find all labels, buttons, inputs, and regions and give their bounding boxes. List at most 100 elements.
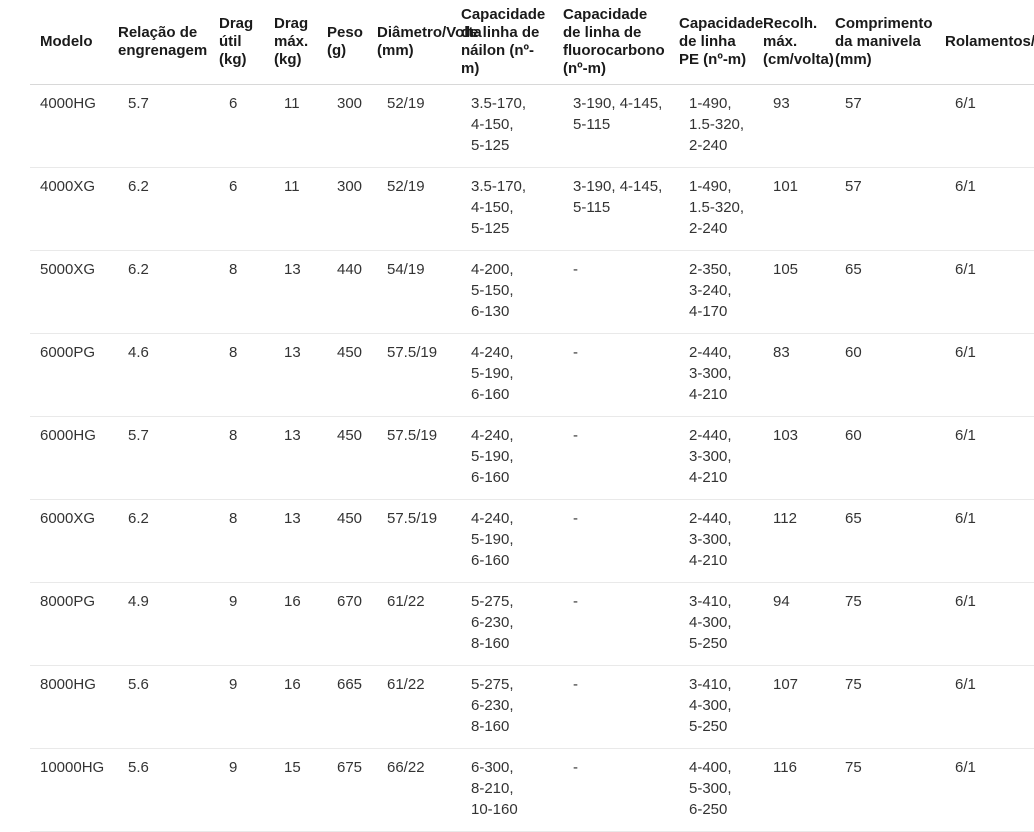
cell-handle-length: 60 bbox=[825, 416, 935, 500]
cell-modelo: 6000HG bbox=[30, 416, 108, 500]
cell-nylon-capacity: 4-240, 5-190, 6-160 bbox=[451, 416, 553, 500]
cell-nylon-capacity: 4-240, 5-190, 6-160 bbox=[451, 333, 553, 417]
cell-diametro-volta: 57.5/19 bbox=[367, 333, 451, 417]
cell-handle-length: 75 bbox=[825, 665, 935, 749]
cell-handle-length: 57 bbox=[825, 167, 935, 251]
cell-pe-capacity: 3-410, 4-300, 5-250 bbox=[669, 665, 753, 749]
cell-bearings: 6/1 bbox=[935, 250, 1034, 334]
reel-specs-table: Modelo Relação de engrenagem Drag útil (… bbox=[30, 0, 1034, 832]
cell-diametro-volta: 52/19 bbox=[367, 84, 451, 168]
cell-max-retrieve: 101 bbox=[753, 167, 825, 251]
cell-diametro-volta: 61/22 bbox=[367, 665, 451, 749]
cell-handle-length: 60 bbox=[825, 333, 935, 417]
cell-bearings: 6/1 bbox=[935, 748, 1034, 832]
col-header-peso: Peso (g) bbox=[317, 0, 367, 85]
col-header-handle-length: Comprimento da manivela (mm) bbox=[825, 0, 935, 85]
cell-drag-max: 11 bbox=[264, 167, 317, 251]
cell-max-retrieve: 112 bbox=[753, 499, 825, 583]
cell-pe-capacity: 2-440, 3-300, 4-210 bbox=[669, 499, 753, 583]
cell-max-retrieve: 93 bbox=[753, 84, 825, 168]
cell-max-retrieve: 103 bbox=[753, 416, 825, 500]
cell-drag-max: 16 bbox=[264, 582, 317, 666]
cell-pe-capacity: 2-440, 3-300, 4-210 bbox=[669, 333, 753, 417]
cell-max-retrieve: 105 bbox=[753, 250, 825, 334]
col-header-diametro-volta: Diâmetro/Volta (mm) bbox=[367, 0, 482, 85]
cell-max-retrieve: 94 bbox=[753, 582, 825, 666]
col-header-nylon-capacity: Capacidade de linha de náilon (nº-m) bbox=[451, 0, 553, 85]
cell-bearings: 6/1 bbox=[935, 333, 1034, 417]
cell-pe-capacity: 4-400, 5-300, 6-250 bbox=[669, 748, 753, 832]
cell-drag-util: 8 bbox=[209, 416, 264, 500]
cell-drag-max: 11 bbox=[264, 84, 317, 168]
cell-modelo: 8000PG bbox=[30, 582, 108, 666]
cell-drag-util: 8 bbox=[209, 333, 264, 417]
cell-bearings: 6/1 bbox=[935, 167, 1034, 251]
cell-peso: 675 bbox=[317, 748, 367, 832]
cell-diametro-volta: 61/22 bbox=[367, 582, 451, 666]
table-row: 4000XG 6.2 6 11 300 52/19 3.5-170, 4-150, 5… bbox=[30, 167, 1034, 251]
cell-modelo: 8000HG bbox=[30, 665, 108, 749]
cell-handle-length: 65 bbox=[825, 499, 935, 583]
cell-drag-max: 13 bbox=[264, 333, 317, 417]
cell-nylon-capacity: 5-275, 6-230, 8-160 bbox=[451, 665, 553, 749]
cell-modelo: 6000PG bbox=[30, 333, 108, 417]
cell-fluorocarbon-capacity: - bbox=[553, 748, 669, 832]
cell-fluorocarbon-capacity: - bbox=[553, 582, 669, 666]
cell-nylon-capacity: 4-200, 5-150, 6-130 bbox=[451, 250, 553, 334]
cell-drag-util: 8 bbox=[209, 499, 264, 583]
table-row: 5000XG 6.2 8 13 440 54/19 4-200, 5-150, 6-1… bbox=[30, 250, 1034, 334]
cell-drag-max: 16 bbox=[264, 665, 317, 749]
cell-modelo: 10000HG bbox=[30, 748, 108, 832]
cell-peso: 440 bbox=[317, 250, 367, 334]
cell-drag-max: 13 bbox=[264, 499, 317, 583]
col-header-bearings: Rolamentos/Rolers bbox=[935, 0, 1034, 85]
cell-max-retrieve: 116 bbox=[753, 748, 825, 832]
cell-max-retrieve: 83 bbox=[753, 333, 825, 417]
table-row: 4000HG 5.7 6 11 300 52/19 3.5-170, 4-150, 5… bbox=[30, 84, 1034, 168]
cell-peso: 665 bbox=[317, 665, 367, 749]
cell-gear-ratio: 6.2 bbox=[108, 167, 209, 251]
cell-bearings: 6/1 bbox=[935, 416, 1034, 500]
header-row: Modelo Relação de engrenagem Drag útil (… bbox=[30, 0, 1034, 85]
cell-peso: 670 bbox=[317, 582, 367, 666]
table-header: Modelo Relação de engrenagem Drag útil (… bbox=[30, 0, 1034, 85]
cell-diametro-volta: 66/22 bbox=[367, 748, 451, 832]
table-body: 4000HG 5.7 6 11 300 52/19 3.5-170, 4-150, 5… bbox=[30, 84, 1034, 832]
cell-fluorocarbon-capacity: - bbox=[553, 499, 669, 583]
table-row: 10000HG 5.6 9 15 675 66/22 6-300, 8-210, 10… bbox=[30, 748, 1034, 832]
cell-fluorocarbon-capacity: 3-190, 4-145, 5-115 bbox=[553, 167, 669, 251]
cell-diametro-volta: 52/19 bbox=[367, 167, 451, 251]
cell-gear-ratio: 6.2 bbox=[108, 499, 209, 583]
cell-modelo: 6000XG bbox=[30, 499, 108, 583]
cell-fluorocarbon-capacity: 3-190, 4-145, 5-115 bbox=[553, 84, 669, 168]
cell-fluorocarbon-capacity: - bbox=[553, 665, 669, 749]
cell-nylon-capacity: 5-275, 6-230, 8-160 bbox=[451, 582, 553, 666]
cell-peso: 450 bbox=[317, 416, 367, 500]
col-header-drag-util: Drag útil (kg) bbox=[209, 0, 264, 85]
table-row: 6000HG 5.7 8 13 450 57.5/19 4-240, 5-190, 6… bbox=[30, 416, 1034, 500]
col-header-modelo: Modelo bbox=[30, 0, 108, 85]
cell-drag-util: 6 bbox=[209, 167, 264, 251]
cell-drag-util: 9 bbox=[209, 748, 264, 832]
cell-gear-ratio: 4.6 bbox=[108, 333, 209, 417]
cell-drag-util: 9 bbox=[209, 582, 264, 666]
cell-peso: 450 bbox=[317, 499, 367, 583]
cell-drag-max: 13 bbox=[264, 416, 317, 500]
cell-pe-capacity: 1-490, 1.5-320, 2-240 bbox=[669, 167, 753, 251]
cell-nylon-capacity: 6-300, 8-210, 10-160 bbox=[451, 748, 553, 832]
cell-nylon-capacity: 4-240, 5-190, 6-160 bbox=[451, 499, 553, 583]
cell-bearings: 6/1 bbox=[935, 499, 1034, 583]
cell-gear-ratio: 4.9 bbox=[108, 582, 209, 666]
cell-drag-util: 8 bbox=[209, 250, 264, 334]
cell-gear-ratio: 5.6 bbox=[108, 748, 209, 832]
cell-pe-capacity: 2-440, 3-300, 4-210 bbox=[669, 416, 753, 500]
col-header-drag-max: Drag máx. (kg) bbox=[264, 0, 317, 85]
col-header-pe-capacity: Capacidade de linha PE (nº-m) bbox=[669, 0, 763, 85]
cell-modelo: 4000HG bbox=[30, 84, 108, 168]
cell-fluorocarbon-capacity: - bbox=[553, 416, 669, 500]
table-row: 6000XG 6.2 8 13 450 57.5/19 4-240, 5-190, 6… bbox=[30, 499, 1034, 583]
cell-bearings: 6/1 bbox=[935, 665, 1034, 749]
table-row: 6000PG 4.6 8 13 450 57.5/19 4-240, 5-190, 6… bbox=[30, 333, 1034, 417]
cell-fluorocarbon-capacity: - bbox=[553, 250, 669, 334]
col-header-fluorocarbon-capacity: Capacidade de linha de fluorocarbono (nº… bbox=[553, 0, 669, 85]
